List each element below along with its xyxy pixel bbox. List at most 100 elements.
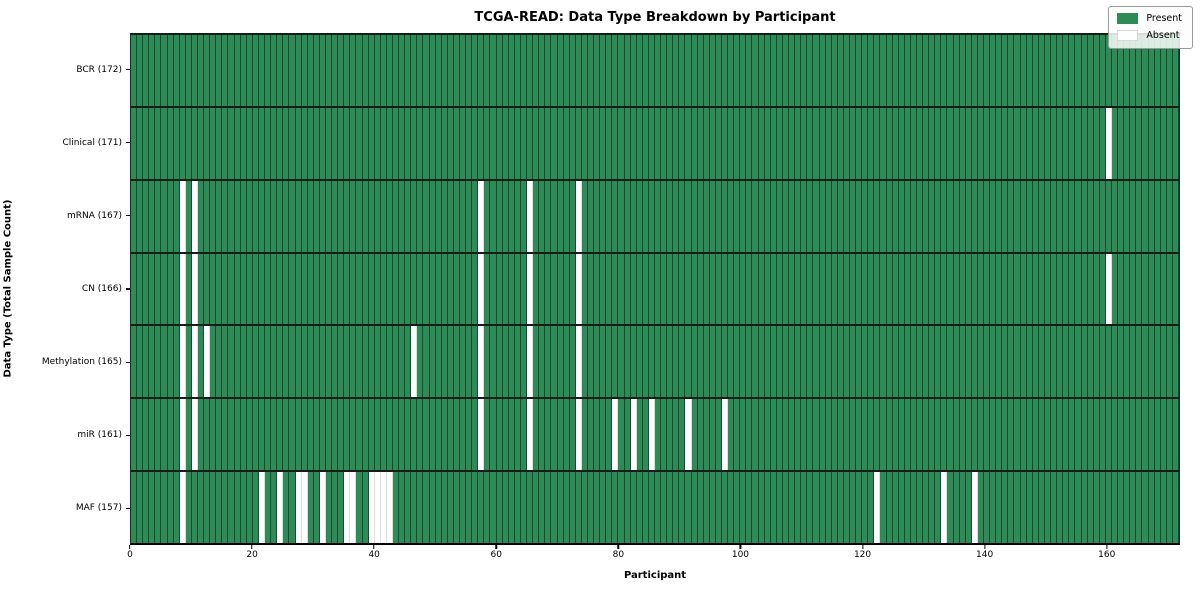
heatmap-cell-Methylation-34 [338, 326, 345, 398]
heatmap-cell-mRNA-89 [673, 180, 680, 252]
heatmap-cell-BCR-164 [1130, 35, 1137, 106]
heatmap-cell-Clinical-69 [551, 107, 558, 179]
heatmap-cell-mRNA-21 [258, 180, 266, 252]
heatmap-cell-BCR-70 [557, 35, 564, 106]
heatmap-cell-CN-166 [1142, 253, 1149, 325]
heatmap-cell-BCR-7 [173, 35, 180, 106]
heatmap-cell-MAF-136 [959, 472, 966, 543]
heatmap-cell-Clinical-8 [179, 107, 186, 179]
heatmap-cell-MAF-30 [313, 472, 320, 543]
heatmap-cell-CN-42 [386, 253, 393, 325]
heatmap-cell-mRNA-52 [447, 180, 454, 252]
heatmap-cell-Clinical-44 [399, 107, 406, 179]
heatmap-cell-BCR-49 [429, 35, 436, 106]
legend: Present Absent [1108, 6, 1193, 49]
heatmap-cell-BCR-133 [941, 35, 948, 106]
heatmap-cell-CN-18 [240, 253, 247, 325]
heatmap-cell-MAF-101 [746, 472, 753, 543]
heatmap-cell-miR-66 [533, 399, 540, 471]
heatmap-cell-Methylation-130 [923, 326, 930, 398]
heatmap-cell-miR-136 [959, 399, 966, 471]
heatmap-cell-Clinical-167 [1148, 107, 1155, 179]
heatmap-cell-mRNA-18 [240, 180, 247, 252]
heatmap-cell-miR-80 [618, 399, 625, 471]
heatmap-row-Methylation [131, 324, 1179, 398]
heatmap-cell-Clinical-163 [1124, 107, 1131, 179]
heatmap-cell-miR-90 [679, 399, 686, 471]
heatmap-cell-BCR-45 [405, 35, 412, 106]
heatmap-cell-Methylation-157 [1087, 326, 1094, 398]
heatmap-cell-Clinical-13 [210, 107, 217, 179]
heatmap-cell-BCR-99 [734, 35, 741, 106]
heatmap-cell-MAF-123 [880, 472, 887, 543]
heatmap-cell-Clinical-106 [776, 107, 783, 179]
heatmap-cell-Methylation-69 [551, 326, 558, 398]
heatmap-cell-BCR-151 [1051, 35, 1058, 106]
heatmap-cell-Clinical-24 [277, 107, 284, 179]
heatmap-cell-MAF-96 [715, 472, 723, 543]
heatmap-cell-BCR-126 [898, 35, 905, 106]
heatmap-cell-MAF-125 [892, 472, 899, 543]
heatmap-cell-CN-35 [344, 253, 351, 325]
heatmap-cell-CN-8 [179, 253, 186, 325]
heatmap-cell-miR-140 [984, 399, 991, 471]
heatmap-cell-BCR-34 [338, 35, 345, 106]
heatmap-cell-MAF-128 [910, 472, 917, 543]
heatmap-cell-MAF-160 [1105, 472, 1112, 543]
heatmap-cell-BCR-75 [587, 35, 595, 106]
heatmap-cell-MAF-126 [898, 472, 905, 543]
y-tick-mark [126, 142, 130, 144]
heatmap-cell-Methylation-125 [892, 326, 899, 398]
heatmap-cell-miR-130 [923, 399, 930, 471]
heatmap-cell-miR-133 [941, 399, 948, 471]
heatmap-cell-miR-98 [728, 399, 735, 471]
heatmap-cell-CN-167 [1148, 253, 1155, 325]
heatmap-cell-BCR-80 [618, 35, 625, 106]
heatmap-cell-MAF-66 [533, 472, 540, 543]
heatmap-cell-MAF-41 [380, 472, 387, 543]
heatmap-cell-Methylation-4 [155, 326, 162, 398]
heatmap-cell-BCR-159 [1099, 35, 1106, 106]
heatmap-cell-BCR-101 [746, 35, 753, 106]
heatmap-cell-mRNA-51 [441, 180, 448, 252]
heatmap-cell-CN-165 [1136, 253, 1143, 325]
heatmap-cell-MAF-144 [1008, 472, 1015, 543]
heatmap-cell-BCR-47 [417, 35, 424, 106]
heatmap-cell-Clinical-25 [283, 107, 290, 179]
heatmap-cell-Methylation-14 [216, 326, 223, 398]
heatmap-cell-MAF-171 [1172, 472, 1179, 543]
heatmap-cell-Methylation-12 [204, 326, 211, 398]
heatmap-cell-Methylation-103 [758, 326, 765, 398]
heatmap-cell-miR-132 [935, 399, 942, 471]
heatmap-cell-miR-124 [886, 399, 893, 471]
heatmap-cell-Clinical-86 [655, 107, 662, 179]
heatmap-cell-CN-47 [417, 253, 424, 325]
heatmap-cell-Clinical-128 [910, 107, 917, 179]
heatmap-cell-mRNA-128 [910, 180, 917, 252]
x-tick-label: 60 [490, 550, 502, 560]
heatmap-cell-BCR-163 [1124, 35, 1131, 106]
heatmap-cell-BCR-130 [923, 35, 930, 106]
heatmap-cell-CN-58 [484, 253, 491, 325]
heatmap-cell-mRNA-137 [965, 180, 972, 252]
heatmap-cell-MAF-103 [758, 472, 765, 543]
heatmap-cell-mRNA-118 [849, 180, 857, 252]
heatmap-cell-CN-76 [594, 253, 601, 325]
heatmap-cell-BCR-29 [307, 35, 314, 106]
heatmap-cell-CN-12 [204, 253, 211, 325]
heatmap-cell-miR-152 [1057, 399, 1064, 471]
heatmap-cell-MAF-9 [185, 472, 192, 543]
heatmap-cell-Clinical-166 [1142, 107, 1149, 179]
y-tick-mark [126, 68, 130, 71]
heatmap-cell-Methylation-26 [289, 326, 296, 398]
heatmap-cell-BCR-23 [271, 35, 278, 106]
heatmap-cell-Clinical-114 [825, 107, 832, 179]
heatmap-cell-MAF-75 [587, 472, 595, 543]
heatmap-cell-Clinical-169 [1160, 107, 1167, 179]
heatmap-cell-CN-109 [795, 253, 802, 325]
chart-title: TCGA-READ: Data Type Breakdown by Partic… [474, 10, 836, 25]
heatmap-cell-mRNA-36 [350, 180, 357, 252]
heatmap-cell-CN-10 [191, 253, 199, 325]
heatmap-cell-MAF-156 [1081, 472, 1088, 543]
heatmap-cell-BCR-134 [947, 35, 954, 106]
